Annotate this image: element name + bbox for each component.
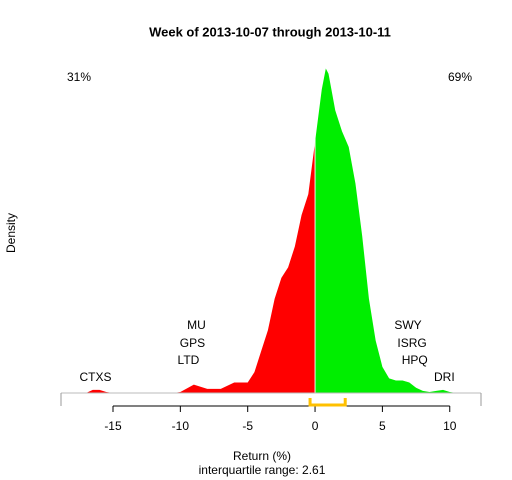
- x-tick-label: -10: [172, 419, 190, 433]
- subtitle: interquartile range: 2.61: [199, 463, 326, 477]
- stock-label: CTXS: [79, 370, 111, 384]
- iqr-bracket: [308, 398, 347, 407]
- stock-label: HPQ: [402, 353, 428, 367]
- y-axis-label: Density: [4, 213, 18, 253]
- negative-share: 31%: [67, 70, 91, 84]
- x-tick-label: 5: [379, 419, 386, 433]
- stock-label: DRI: [434, 370, 455, 384]
- x-tick-label: -15: [104, 419, 122, 433]
- x-tick-label: 0: [312, 419, 319, 433]
- negative-area: [72, 141, 316, 393]
- x-tick-label: -5: [242, 419, 253, 433]
- stock-label: GPS: [180, 336, 205, 350]
- positive-share: 69%: [448, 70, 472, 84]
- stock-label: MU: [187, 318, 206, 332]
- stock-label: SWY: [394, 318, 421, 332]
- stock-label: ISRG: [397, 336, 426, 350]
- stock-label: LTD: [178, 353, 200, 367]
- x-tick-label: 10: [443, 419, 457, 433]
- chart-title: Week of 2013-10-07 through 2013-10-11: [149, 24, 391, 39]
- positive-area: [315, 68, 464, 393]
- x-axis-label: Return (%): [233, 449, 291, 463]
